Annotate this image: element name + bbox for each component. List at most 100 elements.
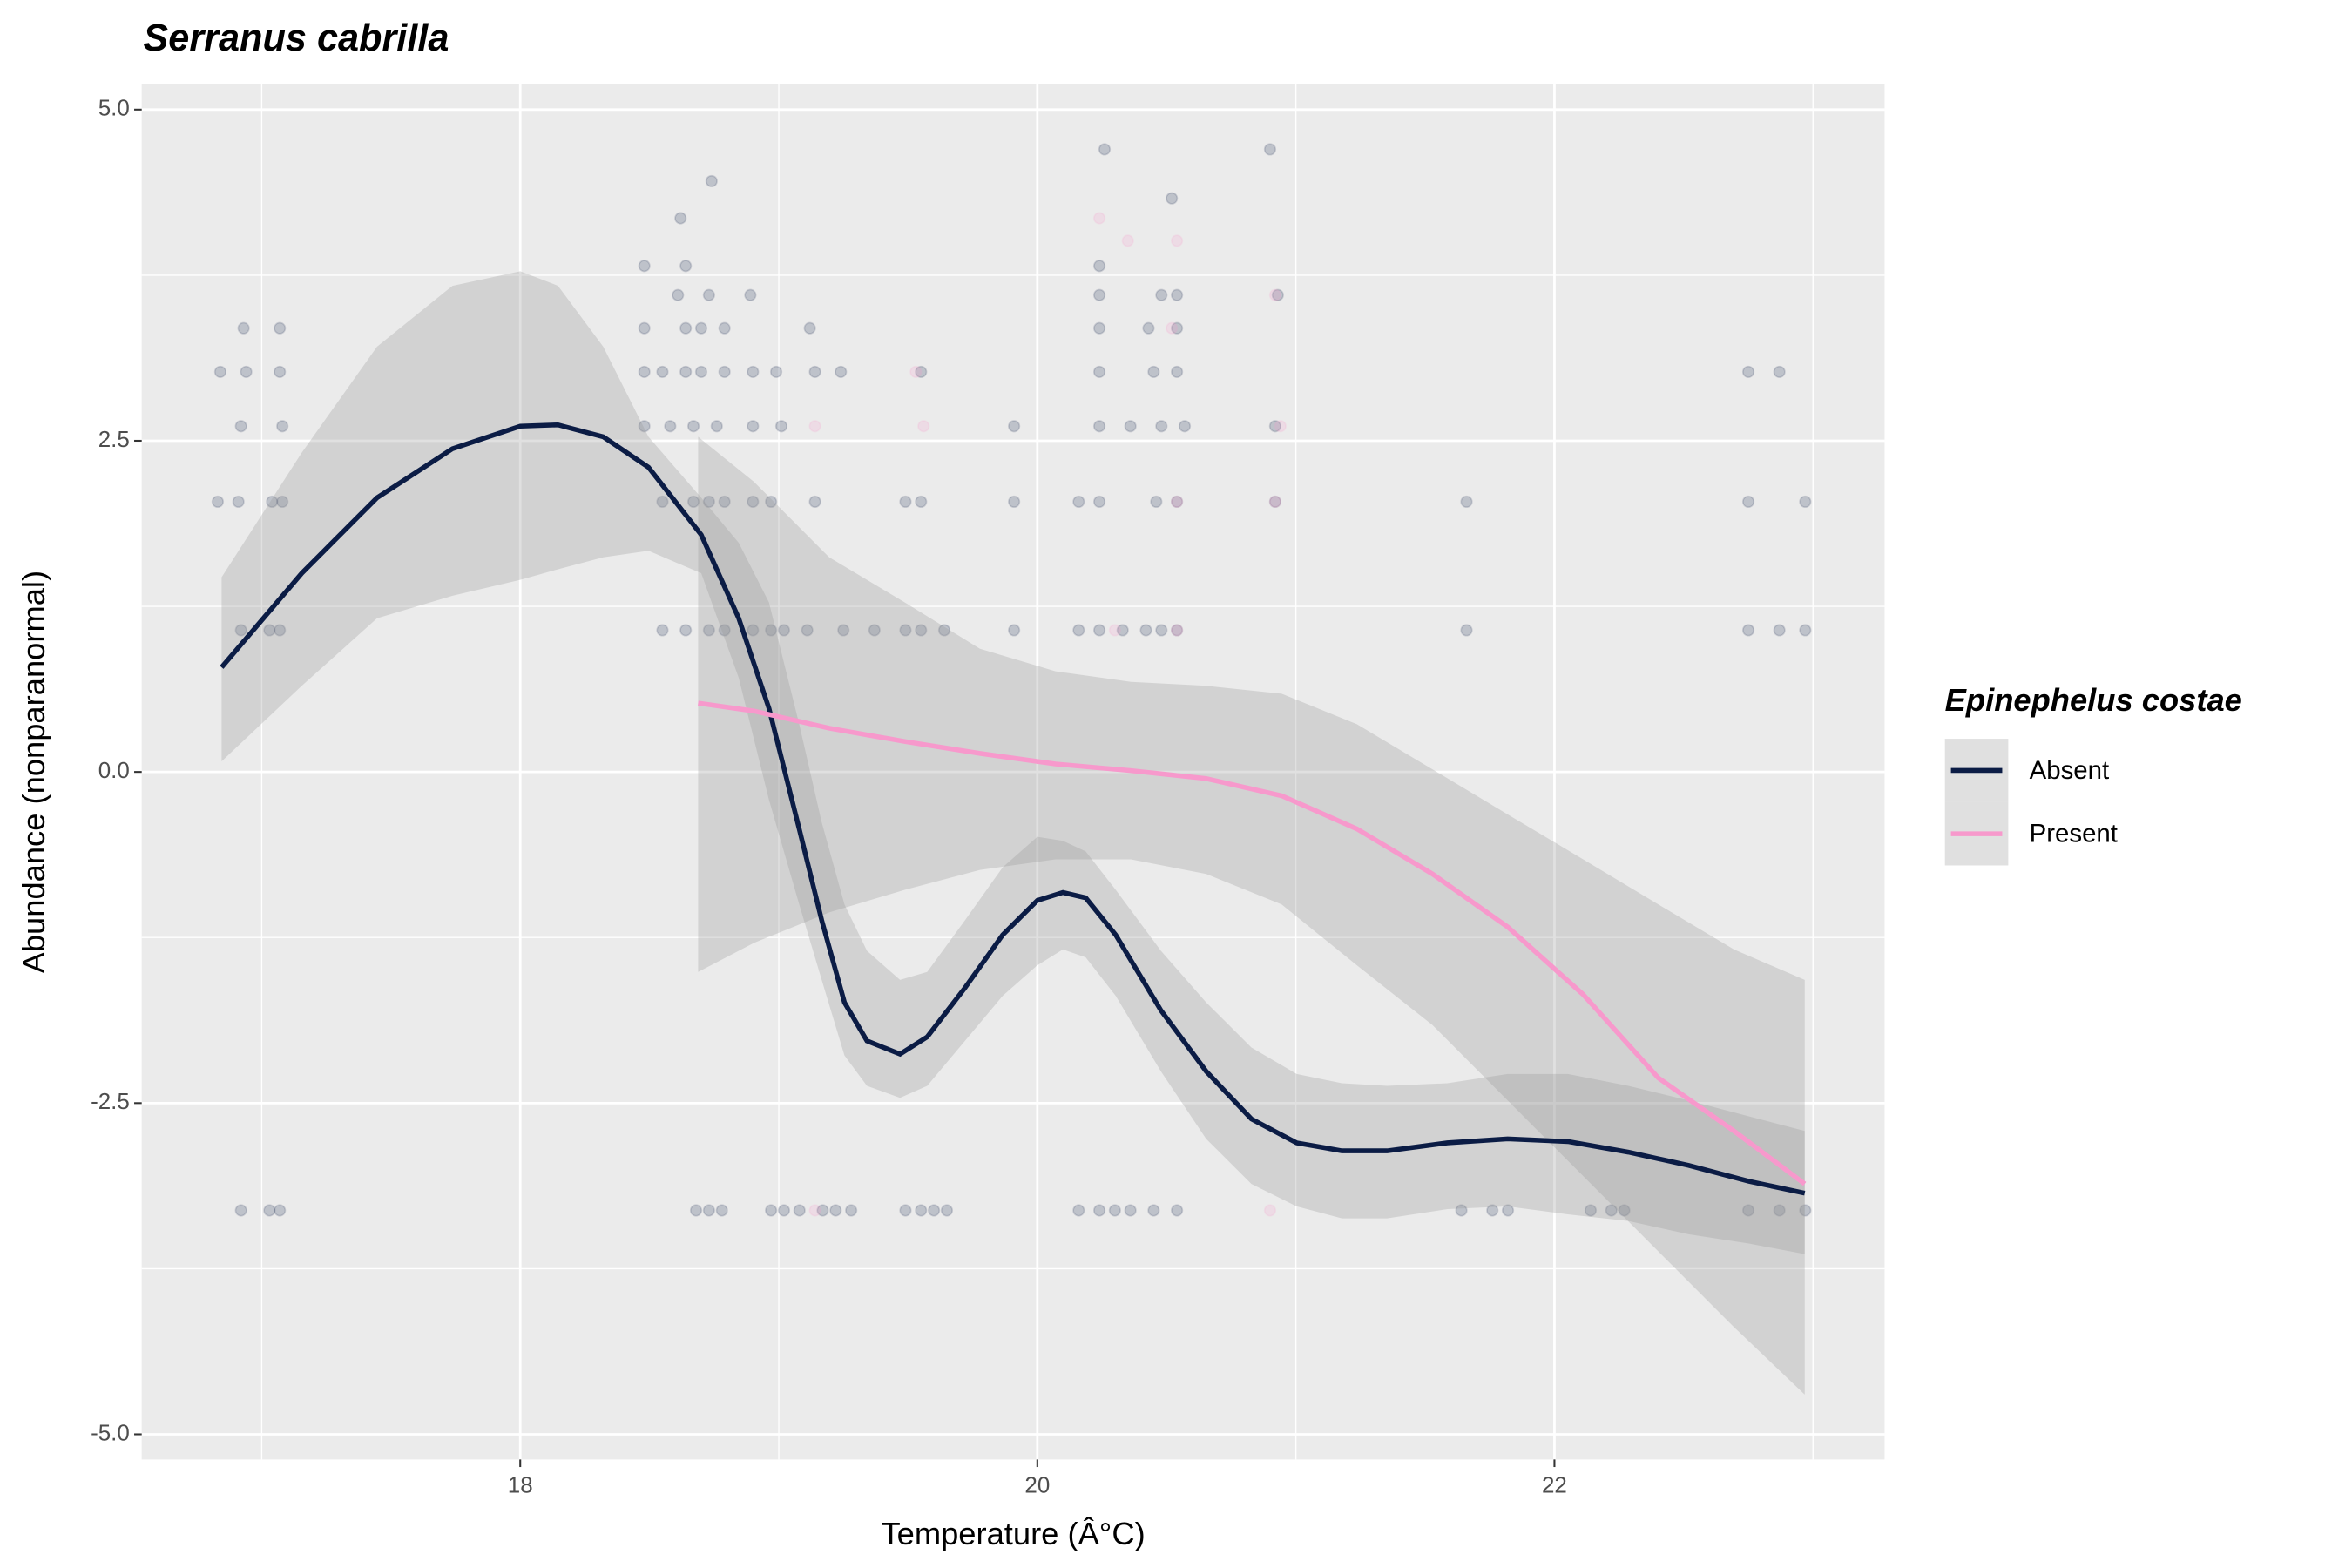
data-point xyxy=(656,624,669,637)
axes: 18 20 22 5.0 2.5 0.0 -2.5 -5.0 xyxy=(91,95,1567,1498)
data-point xyxy=(1773,365,1786,379)
data-point xyxy=(747,365,760,379)
data-point xyxy=(1584,1204,1598,1217)
data-point xyxy=(915,365,928,379)
smooth-line xyxy=(220,422,1806,1196)
data-point xyxy=(793,1204,806,1217)
data-point xyxy=(915,1204,928,1217)
data-point xyxy=(1092,321,1106,335)
data-point xyxy=(664,420,677,433)
data-point xyxy=(744,288,757,301)
data-point xyxy=(1274,420,1287,433)
data-point xyxy=(1171,1204,1184,1217)
data-point xyxy=(1108,624,1121,637)
data-point xyxy=(213,365,227,379)
data-point xyxy=(702,288,715,301)
data-point xyxy=(1501,1204,1515,1217)
y-tick-label: -2.5 xyxy=(91,1088,130,1114)
data-point xyxy=(915,495,928,509)
data-point xyxy=(909,365,923,379)
data-point xyxy=(638,260,651,273)
data-point xyxy=(747,495,760,509)
data-point xyxy=(705,174,718,188)
data-point xyxy=(808,1204,821,1217)
data-point xyxy=(1605,1204,1618,1217)
data-point xyxy=(1142,321,1155,335)
data-point xyxy=(1799,495,1812,509)
data-point xyxy=(689,1204,703,1217)
data-point xyxy=(1268,420,1281,433)
data-point xyxy=(1072,495,1085,509)
data-point xyxy=(702,1204,715,1217)
data-point xyxy=(276,495,289,509)
data-point xyxy=(1147,1204,1160,1217)
data-point xyxy=(765,1204,778,1217)
data-point xyxy=(1268,288,1281,301)
data-point xyxy=(274,1204,287,1217)
data-point xyxy=(710,420,723,433)
data-point xyxy=(1741,624,1755,637)
data-point xyxy=(928,1204,941,1217)
data-point xyxy=(1618,1204,1631,1217)
data-point xyxy=(276,420,289,433)
data-point xyxy=(765,495,778,509)
data-point xyxy=(765,624,778,637)
data-point xyxy=(237,321,250,335)
data-point xyxy=(1124,1204,1137,1217)
data-point xyxy=(1268,495,1281,509)
data-point xyxy=(1741,1204,1755,1217)
data-point xyxy=(835,365,848,379)
data-point xyxy=(774,420,788,433)
y-axis-title: Abundance (nonparanormal) xyxy=(16,571,51,973)
data-point xyxy=(274,321,287,335)
grid xyxy=(141,84,1885,1460)
data-point xyxy=(1147,365,1160,379)
data-point xyxy=(234,420,247,433)
legend-label: Absent xyxy=(2030,756,2110,785)
data-point xyxy=(1121,234,1134,247)
data-point xyxy=(1486,1204,1499,1217)
data-point xyxy=(1008,624,1021,637)
data-point xyxy=(1166,192,1179,205)
data-point xyxy=(803,321,816,335)
data-point xyxy=(1155,288,1168,301)
data-point xyxy=(1741,495,1755,509)
data-point xyxy=(1460,624,1473,637)
data-point xyxy=(1092,624,1106,637)
data-point xyxy=(1098,143,1112,156)
x-tick-label: 20 xyxy=(1024,1471,1050,1497)
data-point xyxy=(1460,495,1473,509)
data-point xyxy=(656,495,669,509)
data-point xyxy=(638,365,651,379)
data-point xyxy=(1171,365,1184,379)
data-point xyxy=(1171,624,1184,637)
y-tick-label: 0.0 xyxy=(98,757,130,783)
data-point xyxy=(1150,495,1163,509)
data-point xyxy=(1171,495,1184,509)
data-point xyxy=(1092,495,1106,509)
data-point xyxy=(234,1204,247,1217)
data-point xyxy=(777,1204,791,1217)
data-point xyxy=(1741,365,1755,379)
x-tick-label: 18 xyxy=(508,1471,533,1497)
data-point xyxy=(808,365,821,379)
data-point xyxy=(1171,624,1184,637)
data-point xyxy=(232,495,245,509)
data-point xyxy=(274,624,287,637)
y-tick-label: 2.5 xyxy=(98,426,130,452)
data-point xyxy=(801,624,814,637)
data-point xyxy=(1092,1204,1106,1217)
data-point xyxy=(940,1204,954,1217)
data-point xyxy=(240,365,253,379)
data-point xyxy=(1072,1204,1085,1217)
data-point xyxy=(1171,288,1184,301)
data-point xyxy=(1008,420,1021,433)
data-point xyxy=(1155,420,1168,433)
data-point xyxy=(718,495,731,509)
points xyxy=(211,143,1812,1217)
data-point xyxy=(747,420,760,433)
data-point xyxy=(829,1204,842,1217)
data-point xyxy=(1092,260,1106,273)
data-point xyxy=(917,420,930,433)
smooth-layer xyxy=(220,271,1807,1395)
